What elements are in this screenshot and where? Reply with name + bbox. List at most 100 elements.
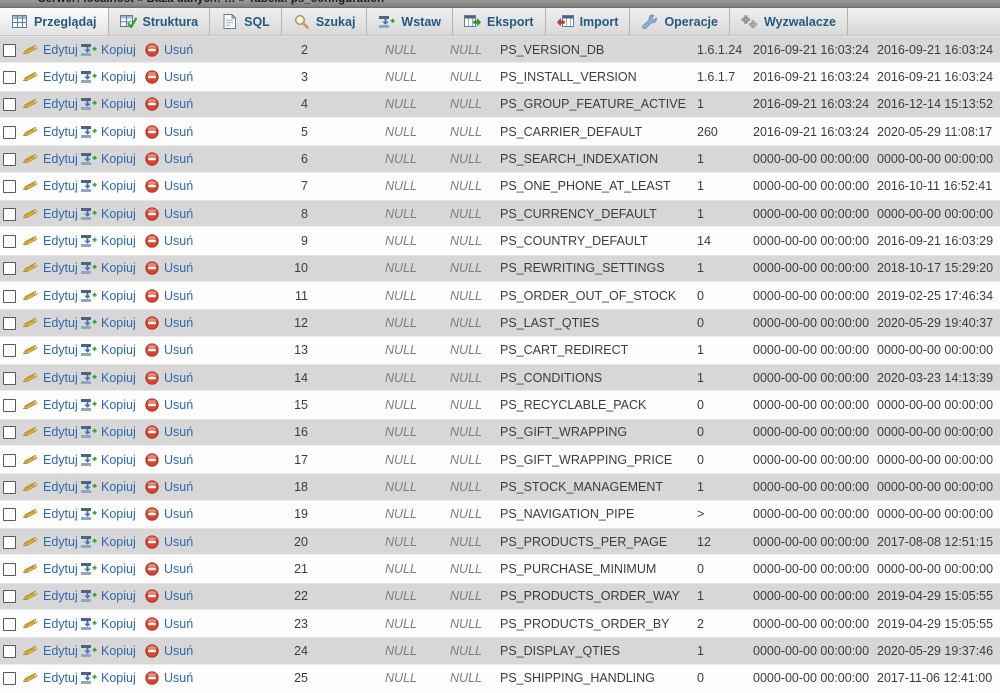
row-checkbox[interactable] <box>3 344 16 358</box>
copy-row-link[interactable]: Kopiuj <box>80 69 143 84</box>
copy-row-link[interactable]: Kopiuj <box>80 179 143 194</box>
row-checkbox[interactable] <box>3 617 16 631</box>
delete-row-link[interactable]: Usuń <box>143 452 199 467</box>
delete-row-link[interactable]: Usuń <box>143 261 199 276</box>
copy-row-link[interactable]: Kopiuj <box>80 343 143 358</box>
copy-row-link[interactable]: Kopiuj <box>80 479 143 494</box>
delete-row-link[interactable]: Usuń <box>143 589 199 604</box>
copy-row-link[interactable]: Kopiuj <box>80 671 143 686</box>
copy-row-link[interactable]: Kopiuj <box>80 425 143 440</box>
edit-row-link[interactable]: Edytuj <box>22 97 80 112</box>
edit-row-link[interactable]: Edytuj <box>22 425 80 440</box>
copy-row-link[interactable]: Kopiuj <box>80 534 143 549</box>
row-checkbox[interactable] <box>3 317 16 331</box>
edit-row-link[interactable]: Edytuj <box>22 315 80 330</box>
row-checkbox[interactable] <box>3 371 16 385</box>
edit-row-link[interactable]: Edytuj <box>22 124 80 139</box>
tab-export[interactable]: Eksport <box>453 8 546 35</box>
edit-row-link[interactable]: Edytuj <box>22 452 80 467</box>
row-checkbox[interactable] <box>3 289 16 303</box>
copy-row-link[interactable]: Kopiuj <box>80 288 143 303</box>
delete-row-link[interactable]: Usuń <box>143 561 199 576</box>
row-checkbox[interactable] <box>3 535 16 549</box>
edit-row-link[interactable]: Edytuj <box>22 561 80 576</box>
delete-row-link[interactable]: Usuń <box>143 206 199 221</box>
delete-row-link[interactable]: Usuń <box>143 507 199 522</box>
tab-triggers[interactable]: Wyzwalacze <box>729 8 848 35</box>
tab-structure[interactable]: Struktura <box>108 8 211 35</box>
edit-row-link[interactable]: Edytuj <box>22 671 80 686</box>
copy-row-link[interactable]: Kopiuj <box>80 370 143 385</box>
edit-row-link[interactable]: Edytuj <box>22 42 80 57</box>
edit-row-link[interactable]: Edytuj <box>22 179 80 194</box>
edit-row-link[interactable]: Edytuj <box>22 69 80 84</box>
edit-row-link[interactable]: Edytuj <box>22 151 80 166</box>
delete-row-link[interactable]: Usuń <box>143 479 199 494</box>
delete-row-link[interactable]: Usuń <box>143 179 199 194</box>
copy-row-link[interactable]: Kopiuj <box>80 397 143 412</box>
delete-row-link[interactable]: Usuń <box>143 370 199 385</box>
row-checkbox[interactable] <box>3 207 16 221</box>
row-checkbox[interactable] <box>3 71 16 85</box>
edit-row-link[interactable]: Edytuj <box>22 261 80 276</box>
delete-row-link[interactable]: Usuń <box>143 534 199 549</box>
edit-row-link[interactable]: Edytuj <box>22 643 80 658</box>
copy-row-link[interactable]: Kopiuj <box>80 261 143 276</box>
tab-insert[interactable]: Wstaw <box>367 8 454 35</box>
row-checkbox[interactable] <box>3 153 16 167</box>
copy-row-link[interactable]: Kopiuj <box>80 643 143 658</box>
edit-row-link[interactable]: Edytuj <box>22 206 80 221</box>
copy-row-link[interactable]: Kopiuj <box>80 616 143 631</box>
copy-row-link[interactable]: Kopiuj <box>80 97 143 112</box>
row-checkbox[interactable] <box>3 235 16 249</box>
delete-row-link[interactable]: Usuń <box>143 97 199 112</box>
row-checkbox[interactable] <box>3 125 16 139</box>
tab-sql[interactable]: SQL <box>210 8 282 35</box>
row-checkbox[interactable] <box>3 644 16 658</box>
edit-row-link[interactable]: Edytuj <box>22 507 80 522</box>
copy-row-link[interactable]: Kopiuj <box>80 206 143 221</box>
copy-row-link[interactable]: Kopiuj <box>80 233 143 248</box>
delete-row-link[interactable]: Usuń <box>143 643 199 658</box>
delete-row-link[interactable]: Usuń <box>143 288 199 303</box>
delete-row-link[interactable]: Usuń <box>143 151 199 166</box>
row-checkbox[interactable] <box>3 590 16 604</box>
copy-row-link[interactable]: Kopiuj <box>80 315 143 330</box>
delete-row-link[interactable]: Usuń <box>143 616 199 631</box>
tab-search[interactable]: Szukaj <box>281 8 368 35</box>
tab-import[interactable]: Import <box>545 8 631 35</box>
row-checkbox[interactable] <box>3 399 16 413</box>
copy-row-link[interactable]: Kopiuj <box>80 151 143 166</box>
edit-row-link[interactable]: Edytuj <box>22 616 80 631</box>
delete-row-link[interactable]: Usuń <box>143 69 199 84</box>
copy-row-link[interactable]: Kopiuj <box>80 589 143 604</box>
edit-row-link[interactable]: Edytuj <box>22 589 80 604</box>
delete-row-link[interactable]: Usuń <box>143 315 199 330</box>
delete-row-link[interactable]: Usuń <box>143 671 199 686</box>
row-checkbox[interactable] <box>3 426 16 440</box>
row-checkbox[interactable] <box>3 672 16 686</box>
copy-row-link[interactable]: Kopiuj <box>80 507 143 522</box>
row-checkbox[interactable] <box>3 481 16 495</box>
edit-row-link[interactable]: Edytuj <box>22 288 80 303</box>
copy-row-link[interactable]: Kopiuj <box>80 452 143 467</box>
delete-row-link[interactable]: Usuń <box>143 124 199 139</box>
row-checkbox[interactable] <box>3 262 16 276</box>
edit-row-link[interactable]: Edytuj <box>22 534 80 549</box>
row-checkbox[interactable] <box>3 180 16 194</box>
row-checkbox[interactable] <box>3 43 16 57</box>
copy-row-link[interactable]: Kopiuj <box>80 42 143 57</box>
delete-row-link[interactable]: Usuń <box>143 343 199 358</box>
row-checkbox[interactable] <box>3 563 16 576</box>
delete-row-link[interactable]: Usuń <box>143 233 199 248</box>
copy-row-link[interactable]: Kopiuj <box>80 561 143 576</box>
delete-row-link[interactable]: Usuń <box>143 425 199 440</box>
edit-row-link[interactable]: Edytuj <box>22 397 80 412</box>
row-checkbox[interactable] <box>3 508 16 522</box>
row-checkbox[interactable] <box>3 98 16 112</box>
delete-row-link[interactable]: Usuń <box>143 397 199 412</box>
edit-row-link[interactable]: Edytuj <box>22 343 80 358</box>
delete-row-link[interactable]: Usuń <box>143 42 199 57</box>
row-checkbox[interactable] <box>3 453 16 467</box>
tab-browse[interactable]: Przeglądaj <box>0 8 109 35</box>
